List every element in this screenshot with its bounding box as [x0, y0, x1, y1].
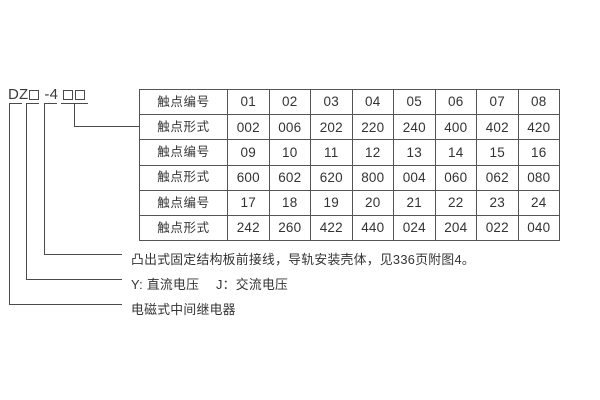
model-code-designation: DZ -4 [8, 84, 86, 104]
table-cell: 15 [476, 139, 519, 166]
table-cell: 260 [268, 214, 311, 242]
row-label: 触点形式 [139, 214, 228, 242]
row-label: 触点编号 [139, 189, 228, 216]
table-cell: 420 [517, 114, 560, 141]
table-cell: 14 [434, 139, 477, 166]
table-cell: 440 [351, 214, 394, 242]
table-cell: 17 [227, 189, 270, 216]
table-cell: 16 [517, 139, 560, 166]
table-row: 触点编号 01 02 03 04 05 06 07 08 [139, 88, 560, 116]
annotation-product-name: 电磁式中间继电器 [131, 302, 236, 317]
leader-vertical-table [74, 103, 76, 127]
table-cell: 022 [476, 214, 519, 242]
table-cell: 04 [351, 88, 394, 116]
table-row: 触点形式 242 260 422 440 024 204 022 040 [139, 214, 560, 242]
leader-horizontal-voltage [26, 279, 122, 281]
table-cell: 402 [476, 114, 519, 141]
table-row: 触点编号 17 18 19 20 21 22 23 24 [139, 189, 560, 216]
table-cell: 422 [310, 214, 353, 242]
table-cell: 05 [393, 88, 436, 116]
table-cell: 12 [351, 139, 394, 166]
leader-horizontal-table [74, 126, 140, 128]
table-cell: 060 [434, 164, 477, 191]
table-cell: 18 [268, 189, 311, 216]
leader-cap-product [9, 103, 22, 105]
leader-vertical-voltage [26, 103, 28, 280]
table-cell: 09 [227, 139, 270, 166]
row-label: 触点编号 [139, 139, 228, 166]
table-cell: 24 [517, 189, 560, 216]
annotation-voltage-ac: J：交流电压 [215, 277, 289, 292]
table-cell: 10 [268, 139, 311, 166]
table-cell: 006 [268, 114, 311, 141]
table-cell: 03 [310, 88, 353, 116]
table-cell: 21 [393, 189, 436, 216]
annotation-structure: 凸出式固定结构板前接线，导轨安装壳体，见336页附图4。 [131, 252, 475, 267]
table-cell: 080 [517, 164, 560, 191]
table-cell: 06 [434, 88, 477, 116]
model-code-box-2 [63, 90, 74, 100]
table-cell: 620 [310, 164, 353, 191]
table-row: 触点形式 600 602 620 800 004 060 062 080 [139, 164, 560, 191]
leader-cap-structure [44, 103, 57, 105]
table-cell: 19 [310, 189, 353, 216]
row-label: 触点形式 [139, 114, 228, 141]
annotation-voltage: Y: 直流电压 J：交流电压 [131, 274, 288, 293]
leader-horizontal-product [9, 304, 122, 306]
table-cell: 602 [268, 164, 311, 191]
leader-horizontal-structure [44, 254, 122, 256]
model-code-box-1 [29, 90, 40, 100]
annotation-voltage-dc: Y: 直流电压 [131, 277, 200, 292]
table-cell: 004 [393, 164, 436, 191]
leader-vertical-structure [44, 103, 46, 255]
table-cell: 002 [227, 114, 270, 141]
table-cell: 23 [476, 189, 519, 216]
row-label: 触点形式 [139, 164, 228, 191]
leader-vertical-product [9, 103, 11, 305]
table-cell: 040 [517, 214, 560, 242]
table-cell: 02 [268, 88, 311, 116]
table-cell: 600 [227, 164, 270, 191]
row-label: 触点编号 [139, 88, 228, 116]
table-cell: 11 [310, 139, 353, 166]
table-cell: 202 [310, 114, 353, 141]
model-code-prefix: DZ [8, 85, 29, 103]
model-code-box-3 [75, 90, 86, 100]
table-cell: 13 [393, 139, 436, 166]
table-cell: 220 [351, 114, 394, 141]
table-cell: 08 [517, 88, 560, 116]
table-cell: 024 [393, 214, 436, 242]
table-cell: 204 [434, 214, 477, 242]
table-cell: 242 [227, 214, 270, 242]
table-cell: 062 [476, 164, 519, 191]
model-code-middle: -4 [44, 85, 59, 103]
table-cell: 800 [351, 164, 394, 191]
table-row: 触点编号 09 10 11 12 13 14 15 16 [139, 139, 560, 166]
leader-cap-voltage [26, 103, 39, 105]
contact-code-table: 触点编号 01 02 03 04 05 06 07 08 触点形式 002 00… [139, 88, 560, 242]
table-cell: 01 [227, 88, 270, 116]
table-cell: 07 [476, 88, 519, 116]
table-row: 触点形式 002 006 202 220 240 400 402 420 [139, 114, 560, 141]
table-cell: 20 [351, 189, 394, 216]
table-cell: 400 [434, 114, 477, 141]
table-cell: 22 [434, 189, 477, 216]
table-cell: 240 [393, 114, 436, 141]
